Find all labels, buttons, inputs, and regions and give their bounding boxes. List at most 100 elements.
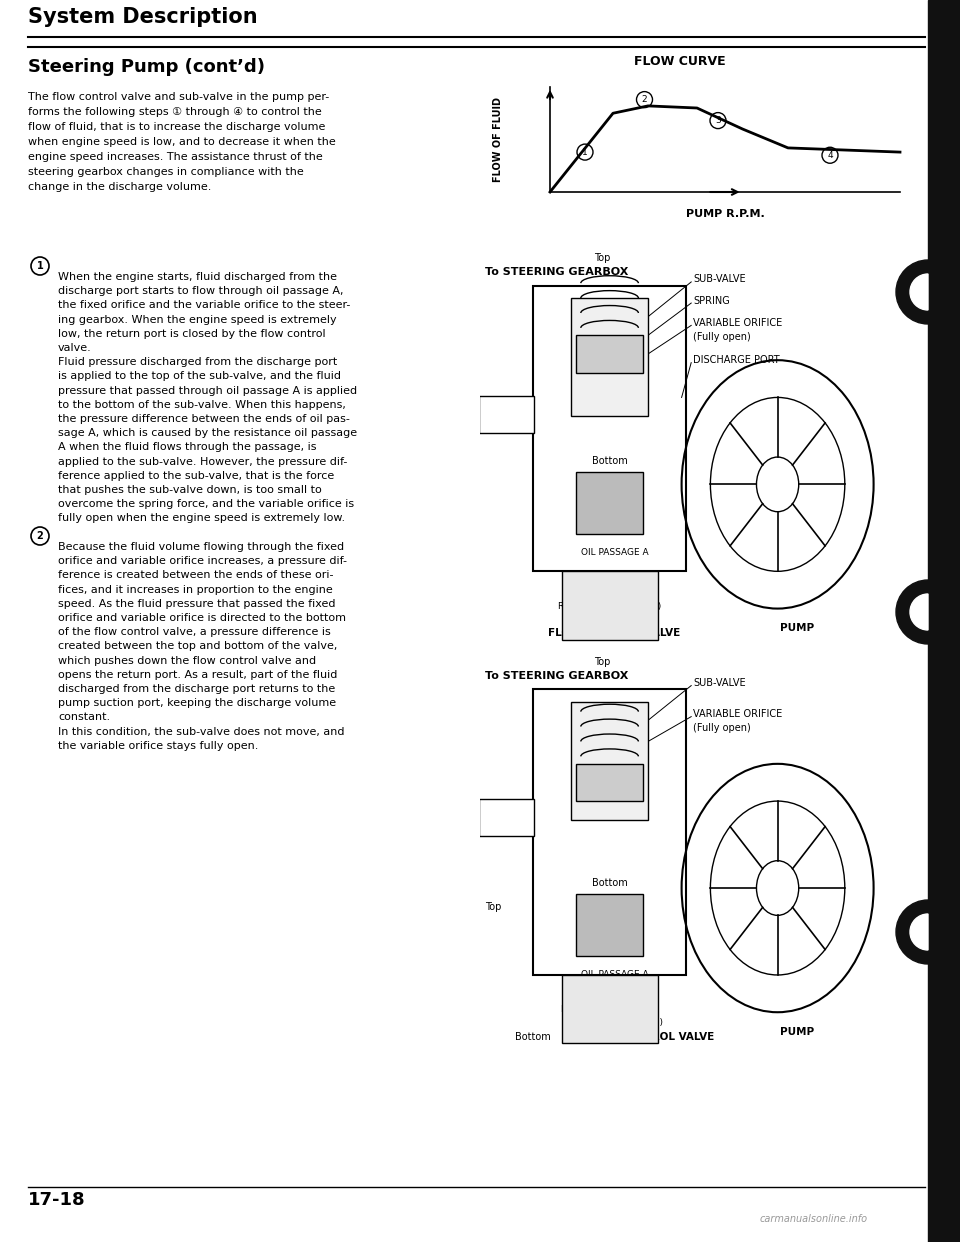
Text: (Fully open): (Fully open) [693,332,751,342]
Text: Fluid pressure discharged from the discharge port: Fluid pressure discharged from the disch… [58,358,337,368]
Text: DISCHARGE PORT: DISCHARGE PORT [693,355,780,365]
Text: valve.: valve. [58,343,92,353]
Text: Because the fluid volume flowing through the fixed: Because the fluid volume flowing through… [58,542,344,551]
Text: low, the return port is closed by the flow control: low, the return port is closed by the fl… [58,329,325,339]
Circle shape [682,764,874,1012]
Bar [562,975,658,1043]
Text: ing gearbox. When the engine speed is extremely: ing gearbox. When the engine speed is ex… [58,314,337,324]
Text: VARIABLE ORIFICE: VARIABLE ORIFICE [693,709,782,719]
Text: when engine speed is low, and to decrease it when the: when engine speed is low, and to decreas… [28,137,336,147]
Text: RETURN PORT (Open): RETURN PORT (Open) [561,1005,659,1015]
Text: that pushes the sub-valve down, is too small to: that pushes the sub-valve down, is too s… [58,484,322,496]
Text: Top: Top [593,657,611,667]
Text: orifice and variable orifice increases, a pressure dif-: orifice and variable orifice increases, … [58,556,347,566]
Text: A when the fluid flows through the passage, is: A when the fluid flows through the passa… [58,442,317,452]
Text: which pushes down the flow control valve and: which pushes down the flow control valve… [58,656,316,666]
Text: ference is created between the ends of these ori-: ference is created between the ends of t… [58,570,333,580]
Text: System Description: System Description [28,7,257,27]
Text: OIL PASSAGE A: OIL PASSAGE A [581,970,648,980]
Text: discharge port starts to flow through oil passage A,: discharge port starts to flow through oi… [58,286,344,296]
Text: In this condition, the sub-valve does not move, and: In this condition, the sub-valve does no… [58,727,345,737]
Text: forms the following steps ① through ④ to control the: forms the following steps ① through ④ to… [28,107,322,117]
Text: fices, and it increases in proportion to the engine: fices, and it increases in proportion to… [58,585,333,595]
Text: VARIABLE ORIFICE: VARIABLE ORIFICE [693,318,782,328]
Text: To STEERING GEARBOX: To STEERING GEARBOX [485,671,628,681]
Bar [576,335,643,373]
Wedge shape [896,580,928,645]
Text: PUMP: PUMP [780,623,814,633]
Bar [571,298,648,416]
Text: orifice and variable orifice is directed to the bottom: orifice and variable orifice is directed… [58,614,346,623]
Circle shape [756,861,799,915]
Text: opens the return port. As a result, part of the fluid: opens the return port. As a result, part… [58,669,337,679]
Bar [928,0,960,1242]
Text: 2: 2 [641,96,647,104]
Wedge shape [896,900,928,964]
Text: engine speed increases. The assistance thrust of the: engine speed increases. The assistance t… [28,152,323,161]
Text: PUMP R.P.M.: PUMP R.P.M. [685,209,764,219]
Text: 2: 2 [36,532,43,542]
Text: fully open when the engine speed is extremely low.: fully open when the engine speed is extr… [58,513,346,523]
Bar [533,689,686,975]
Text: PUMP: PUMP [780,1027,814,1037]
Text: Top: Top [485,902,501,912]
Text: flow of fluid, that is to increase the discharge volume: flow of fluid, that is to increase the d… [28,122,325,132]
Text: is applied to the top of the sub-valve, and the fluid: is applied to the top of the sub-valve, … [58,371,341,381]
Text: the fixed orifice and the variable orifice to the steer-: the fixed orifice and the variable orifi… [58,301,350,310]
Text: Top: Top [593,253,611,263]
Wedge shape [910,274,928,310]
Text: ference applied to the sub-valve, that is the force: ference applied to the sub-valve, that i… [58,471,334,481]
Text: Steering Pump (cont’d): Steering Pump (cont’d) [28,58,265,76]
Text: ORIFICE: ORIFICE [490,421,524,430]
Text: ORIFICE: ORIFICE [490,825,524,833]
Circle shape [756,457,799,512]
Text: 1: 1 [36,261,43,271]
Text: discharged from the discharge port returns to the: discharged from the discharge port retur… [58,684,335,694]
Text: of the flow control valve, a pressure difference is: of the flow control valve, a pressure di… [58,627,331,637]
Text: Bottom: Bottom [515,1032,551,1042]
Bar [562,571,658,640]
Bar [576,894,643,956]
Circle shape [682,360,874,609]
Text: FLOW CURVE: FLOW CURVE [635,55,726,68]
Text: FIXED: FIXED [493,812,520,821]
Text: 17-18: 17-18 [28,1191,85,1208]
Text: overcome the spring force, and the variable orifice is: overcome the spring force, and the varia… [58,499,354,509]
Text: OIL PASSAGE A: OIL PASSAGE A [581,548,648,558]
Text: To STEERING GEARBOX: To STEERING GEARBOX [485,267,628,277]
Text: change in the discharge volume.: change in the discharge volume. [28,183,211,193]
Text: The flow control valve and sub-valve in the pump per-: The flow control valve and sub-valve in … [28,92,329,102]
Text: speed. As the fluid pressure that passed the fixed: speed. As the fluid pressure that passed… [58,599,335,609]
Text: created between the top and bottom of the valve,: created between the top and bottom of th… [58,641,337,651]
FancyBboxPatch shape [479,800,534,837]
Text: RETURN PORT (Closed): RETURN PORT (Closed) [558,601,661,611]
Text: When the engine starts, fluid discharged from the: When the engine starts, fluid discharged… [58,272,337,282]
Text: pressure that passed through oil passage A is applied: pressure that passed through oil passage… [58,385,357,396]
Text: 4: 4 [828,150,833,160]
Text: constant.: constant. [58,713,110,723]
Text: to the bottom of the sub-valve. When this happens,: to the bottom of the sub-valve. When thi… [58,400,346,410]
Text: SUB-VALVE: SUB-VALVE [693,678,746,688]
Text: Bottom: Bottom [591,456,628,466]
Text: FLOW CONTROL VALVE: FLOW CONTROL VALVE [548,628,681,638]
Text: (Fully open): (Fully open) [693,723,751,733]
Text: 1: 1 [582,148,588,156]
Wedge shape [910,594,928,630]
Bar [576,764,643,801]
Circle shape [710,397,845,571]
Text: Bottom: Bottom [591,878,628,888]
Text: carmanualsonline.info: carmanualsonline.info [760,1213,868,1225]
Text: applied to the sub-valve. However, the pressure dif-: applied to the sub-valve. However, the p… [58,457,348,467]
Bar [576,472,643,534]
Wedge shape [910,914,928,950]
Text: FLOW OF FLUID: FLOW OF FLUID [493,97,503,183]
Text: RETURN PORT (Open): RETURN PORT (Open) [565,1018,663,1027]
Text: SPRING: SPRING [693,296,730,306]
Text: FLOW CONTROL VALVE: FLOW CONTROL VALVE [582,1032,714,1042]
Text: sage A, which is caused by the resistance oil passage: sage A, which is caused by the resistanc… [58,428,357,438]
Bar [571,702,648,820]
FancyBboxPatch shape [479,395,534,433]
Text: SUB-VALVE: SUB-VALVE [693,274,746,284]
Text: pump suction port, keeping the discharge volume: pump suction port, keeping the discharge… [58,698,336,708]
Text: 3: 3 [715,116,721,125]
